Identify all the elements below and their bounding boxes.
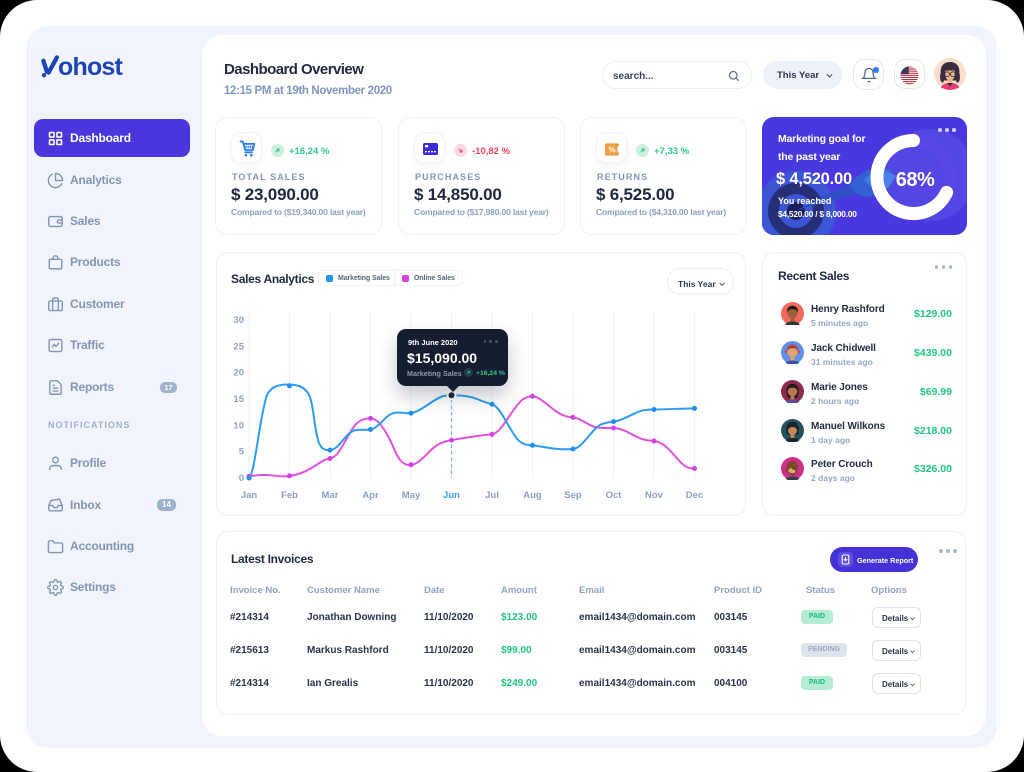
svg-text:Jun: Jun — [443, 490, 460, 501]
svg-text:Jan: Jan — [241, 490, 258, 501]
svg-text:10: 10 — [233, 420, 244, 431]
svg-text:Jul: Jul — [485, 490, 499, 501]
svg-text:20: 20 — [233, 368, 244, 379]
svg-text:Feb: Feb — [281, 490, 298, 501]
svg-text:5: 5 — [239, 447, 245, 458]
svg-text:Sep: Sep — [564, 490, 582, 501]
svg-text:Aug: Aug — [523, 490, 542, 501]
svg-text:Nov: Nov — [645, 490, 664, 501]
svg-text:Dec: Dec — [686, 490, 703, 501]
svg-text:15: 15 — [233, 394, 244, 405]
svg-text:Apr: Apr — [362, 490, 379, 501]
svg-text:Mar: Mar — [322, 490, 339, 501]
svg-text:%: % — [608, 145, 615, 154]
svg-text:25: 25 — [233, 341, 244, 352]
svg-text:0: 0 — [239, 473, 244, 484]
svg-text:30: 30 — [233, 315, 244, 326]
svg-text:May: May — [402, 490, 421, 501]
svg-text:Oct: Oct — [606, 490, 623, 501]
